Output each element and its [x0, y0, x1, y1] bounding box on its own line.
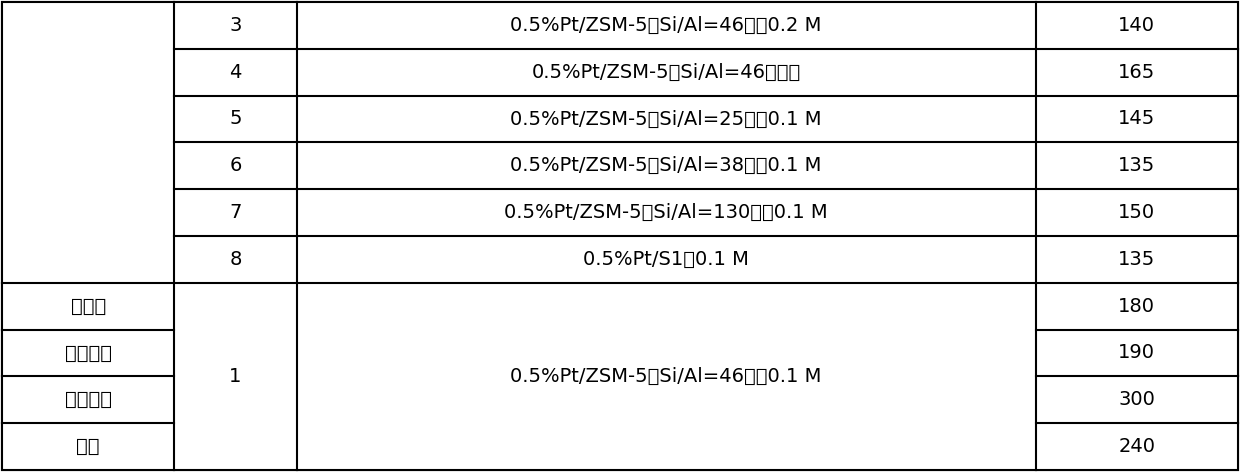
Bar: [1035, 236, 1238, 283]
Bar: [296, 283, 1035, 470]
Text: 0.5%Pt/S1，0.1 M: 0.5%Pt/S1，0.1 M: [583, 250, 749, 269]
Bar: [2, 329, 175, 376]
Bar: [2, 376, 175, 423]
Bar: [1035, 329, 1238, 376]
Text: 正己烷: 正己烷: [71, 297, 105, 316]
Bar: [1035, 143, 1238, 189]
Text: 240: 240: [1118, 437, 1156, 456]
Bar: [1035, 189, 1238, 236]
Text: 7: 7: [229, 203, 242, 222]
Bar: [1035, 49, 1238, 96]
Bar: [175, 2, 296, 49]
Bar: [1035, 376, 1238, 423]
Bar: [175, 236, 296, 283]
Bar: [1035, 96, 1238, 143]
Text: 4: 4: [229, 63, 242, 82]
Bar: [175, 283, 296, 470]
Text: 3: 3: [229, 16, 242, 35]
Text: 乙腥: 乙腥: [77, 437, 100, 456]
Text: 190: 190: [1118, 344, 1156, 362]
Bar: [175, 189, 296, 236]
Text: 0.5%Pt/ZSM-5（Si/Al=25），0.1 M: 0.5%Pt/ZSM-5（Si/Al=25），0.1 M: [511, 110, 822, 128]
Bar: [175, 96, 296, 143]
Bar: [296, 236, 1035, 283]
Text: 0.5%Pt/ZSM-5（Si/Al=38），0.1 M: 0.5%Pt/ZSM-5（Si/Al=38），0.1 M: [511, 156, 822, 175]
Text: 6: 6: [229, 156, 242, 175]
Bar: [296, 189, 1035, 236]
Bar: [2, 283, 175, 329]
Bar: [175, 143, 296, 189]
Text: 二氯乙烷: 二氯乙烷: [64, 390, 112, 409]
Text: 5: 5: [229, 110, 242, 128]
Text: 135: 135: [1118, 250, 1156, 269]
Text: 135: 135: [1118, 156, 1156, 175]
Text: 乙酸乙酯: 乙酸乙酯: [64, 344, 112, 362]
Text: 140: 140: [1118, 16, 1156, 35]
Bar: [175, 49, 296, 96]
Text: 1: 1: [229, 367, 242, 386]
Text: 0.5%Pt/ZSM-5（Si/Al=130），0.1 M: 0.5%Pt/ZSM-5（Si/Al=130），0.1 M: [505, 203, 828, 222]
Text: 180: 180: [1118, 297, 1156, 316]
Bar: [296, 49, 1035, 96]
Bar: [296, 2, 1035, 49]
Text: 8: 8: [229, 250, 242, 269]
Text: 300: 300: [1118, 390, 1156, 409]
Bar: [2, 2, 175, 283]
Text: 150: 150: [1118, 203, 1156, 222]
Bar: [2, 423, 175, 470]
Text: 145: 145: [1118, 110, 1156, 128]
Bar: [1035, 283, 1238, 329]
Text: 0.5%Pt/ZSM-5（Si/Al=46），0.2 M: 0.5%Pt/ZSM-5（Si/Al=46），0.2 M: [511, 16, 822, 35]
Bar: [296, 96, 1035, 143]
Text: 0.5%Pt/ZSM-5（Si/Al=46），0.1 M: 0.5%Pt/ZSM-5（Si/Al=46），0.1 M: [511, 367, 822, 386]
Text: 165: 165: [1118, 63, 1156, 82]
Bar: [296, 143, 1035, 189]
Bar: [1035, 423, 1238, 470]
Text: 0.5%Pt/ZSM-5（Si/Al=46），无: 0.5%Pt/ZSM-5（Si/Al=46），无: [532, 63, 801, 82]
Bar: [1035, 2, 1238, 49]
